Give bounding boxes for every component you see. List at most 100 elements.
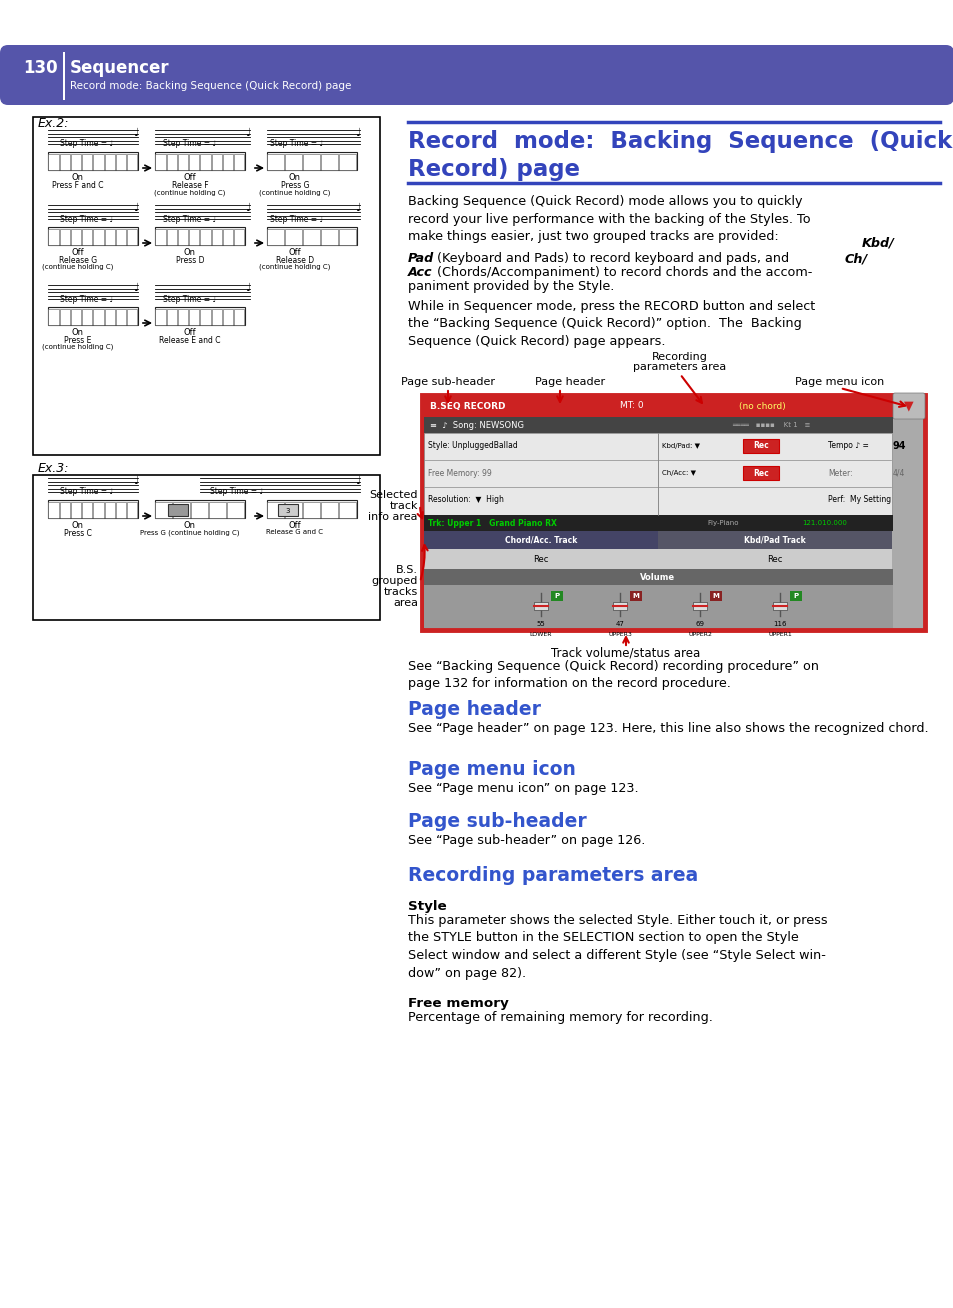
Text: 121.010.000: 121.010.000: [801, 521, 846, 526]
Text: Page header: Page header: [408, 700, 540, 719]
Bar: [60, 154, 70, 170]
Text: P: P: [554, 593, 559, 599]
Bar: [49, 309, 59, 324]
Text: Selected: Selected: [369, 490, 417, 500]
Bar: [423, 531, 658, 549]
Text: Release D: Release D: [275, 256, 314, 266]
Bar: [93, 502, 104, 518]
Text: 4/4: 4/4: [892, 468, 904, 477]
Bar: [155, 154, 166, 170]
Text: Record) page: Record) page: [408, 158, 579, 181]
Text: Sequencer: Sequencer: [70, 59, 170, 77]
Bar: [168, 504, 188, 515]
Text: Pad: Pad: [408, 252, 434, 266]
Bar: [82, 229, 92, 245]
Bar: [167, 309, 177, 324]
Bar: [154, 500, 245, 518]
Bar: [234, 229, 244, 245]
Bar: [33, 475, 379, 620]
Bar: [267, 228, 356, 245]
Bar: [173, 502, 191, 518]
Text: track: track: [389, 501, 417, 511]
Bar: [303, 502, 320, 518]
Bar: [154, 307, 245, 324]
Text: (continue holding C): (continue holding C): [259, 188, 331, 195]
Bar: [423, 417, 892, 433]
Text: Press G (continue holding C): Press G (continue holding C): [140, 528, 239, 535]
Text: (Keyboard and Pads) to record keyboard and pads, and: (Keyboard and Pads) to record keyboard a…: [433, 252, 792, 266]
Bar: [48, 228, 138, 245]
Bar: [285, 229, 302, 245]
Text: Step Time = ♩: Step Time = ♩: [163, 215, 216, 224]
Text: ♩: ♩: [245, 128, 250, 139]
Bar: [33, 116, 379, 455]
Bar: [234, 309, 244, 324]
Bar: [105, 229, 115, 245]
Bar: [339, 154, 356, 170]
Text: See “Page menu icon” on page 123.: See “Page menu icon” on page 123.: [408, 782, 638, 795]
Text: Percentage of remaining memory for recording.: Percentage of remaining memory for recor…: [408, 1011, 712, 1024]
Bar: [321, 154, 338, 170]
Bar: [82, 154, 92, 170]
Bar: [658, 433, 891, 515]
Bar: [82, 309, 92, 324]
Text: Kbd/: Kbd/: [862, 237, 894, 250]
Bar: [48, 152, 138, 170]
Text: Page sub-header: Page sub-header: [400, 377, 495, 387]
Text: Step Time = ♩: Step Time = ♩: [163, 140, 216, 149]
Text: See “Page sub-header” on page 126.: See “Page sub-header” on page 126.: [408, 835, 644, 848]
Text: Off: Off: [184, 173, 196, 182]
Text: B.SEQ RECORD: B.SEQ RECORD: [430, 402, 505, 411]
Text: On: On: [71, 173, 84, 182]
Text: Resolution:  ▼  High: Resolution: ▼ High: [428, 496, 503, 505]
Text: Step Time = ♩: Step Time = ♩: [60, 488, 113, 497]
Bar: [189, 309, 199, 324]
Bar: [267, 229, 284, 245]
Text: While in Sequencer mode, press the RECORD button and select
the “Backing Sequenc: While in Sequencer mode, press the RECOR…: [408, 300, 815, 348]
Bar: [551, 591, 562, 600]
Bar: [116, 229, 126, 245]
Bar: [48, 307, 138, 324]
Bar: [48, 500, 138, 518]
Text: Recording: Recording: [652, 352, 707, 362]
Text: Release F: Release F: [172, 181, 208, 190]
Text: (Chords/Accompaniment) to record chords and the accom-: (Chords/Accompaniment) to record chords …: [433, 266, 812, 279]
Text: Press C: Press C: [64, 528, 91, 538]
Bar: [60, 229, 70, 245]
Bar: [285, 154, 302, 170]
Bar: [423, 433, 658, 515]
Bar: [223, 309, 233, 324]
Text: paniment provided by the Style.: paniment provided by the Style.: [408, 280, 614, 293]
Text: On: On: [184, 521, 195, 530]
Bar: [212, 154, 222, 170]
Text: UPPER1: UPPER1: [767, 632, 791, 637]
Bar: [71, 154, 81, 170]
Text: Style: UnpluggedBallad: Style: UnpluggedBallad: [428, 442, 517, 450]
Text: Step Time = ♩: Step Time = ♩: [270, 215, 323, 224]
Text: ♩: ♩: [245, 203, 250, 213]
Text: On: On: [289, 173, 301, 182]
Bar: [178, 229, 188, 245]
Bar: [127, 154, 137, 170]
Bar: [339, 229, 356, 245]
Bar: [60, 502, 70, 518]
Text: LOWER: LOWER: [529, 632, 552, 637]
Text: Record mode: Backing Sequence (Quick Record) page: Record mode: Backing Sequence (Quick Rec…: [70, 81, 351, 92]
Bar: [178, 309, 188, 324]
Text: UPPER2: UPPER2: [687, 632, 711, 637]
Bar: [423, 549, 658, 569]
Text: 3: 3: [286, 508, 290, 514]
Text: Ch/Acc: ▼: Ch/Acc: ▼: [661, 470, 696, 476]
Text: M: M: [632, 593, 639, 599]
Bar: [189, 154, 199, 170]
Bar: [127, 229, 137, 245]
Bar: [423, 569, 892, 585]
FancyBboxPatch shape: [892, 392, 924, 419]
Bar: [71, 502, 81, 518]
Bar: [178, 154, 188, 170]
Bar: [192, 502, 209, 518]
Text: Rec: Rec: [766, 555, 781, 564]
Text: ♩: ♩: [245, 283, 250, 293]
Text: 94: 94: [892, 441, 905, 451]
Text: info area: info area: [368, 511, 417, 522]
